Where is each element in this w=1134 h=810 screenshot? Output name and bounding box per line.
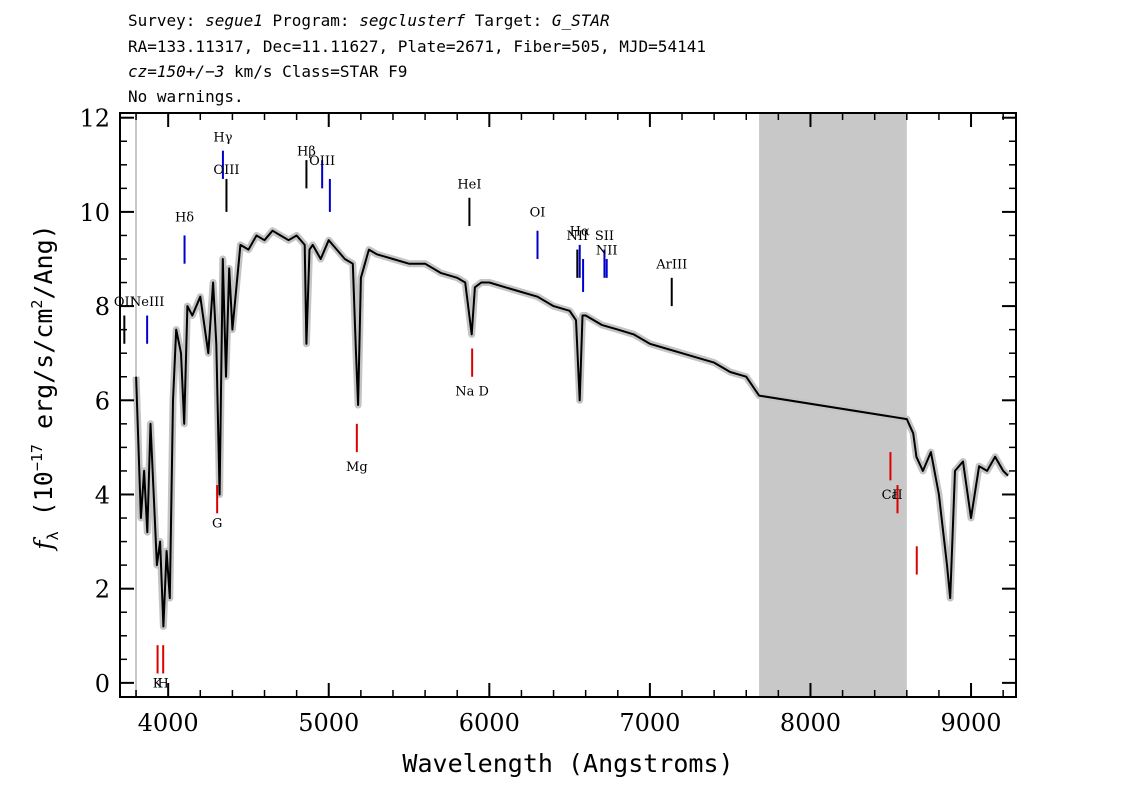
x-tick-label-1: 5000	[298, 709, 359, 737]
survey-value: segue1	[205, 11, 263, 30]
x-tick-label-4: 8000	[780, 709, 841, 737]
line-label-5: G	[212, 516, 222, 531]
line-label-4: Hδ	[175, 210, 194, 225]
line-label-19: NII	[596, 243, 618, 258]
y-axis-exp2: 2	[28, 300, 46, 309]
y-tick-label-4: 8	[95, 293, 110, 321]
target-label: Target:	[465, 11, 552, 30]
line-label-16: Hα	[570, 224, 590, 239]
line-label-20: ArIII	[655, 257, 687, 272]
line-label-12: HeI	[457, 177, 481, 192]
plot-frame	[119, 112, 1017, 698]
y-tick-label-1: 2	[95, 576, 110, 604]
y-axis-f: f	[29, 537, 58, 552]
x-tick-label-3: 7000	[619, 709, 680, 737]
y-axis-title: fλ (10−17 erg/s/cm2/Ang)	[28, 224, 62, 551]
survey-label: Survey:	[128, 11, 206, 30]
x-tick-label-5: 9000	[941, 709, 1002, 737]
class-text: km/s Class=STAR F9	[224, 62, 408, 81]
y-tick-label-2: 4	[95, 481, 110, 509]
header-line-3: cz=150+/−3 km/s Class=STAR F9	[128, 63, 407, 81]
line-label-7: OIII	[213, 163, 239, 178]
line-label-13: Na D	[455, 385, 489, 400]
y-tick-label-0: 0	[95, 670, 110, 698]
line-label-22: II	[892, 488, 902, 503]
program-label: Program:	[262, 11, 360, 30]
axis-ticks-layer: 4000 5000 6000 7000 8000 9000 0 2 4 6 8 10 12	[79, 105, 1016, 737]
spectrum-series-0	[135, 229, 1009, 628]
y-axis-unit2: /Ang)	[29, 224, 58, 299]
line-label-11: Mg	[346, 460, 368, 475]
line-label-3: H	[158, 677, 169, 692]
line-label-8: Hβ	[297, 144, 316, 159]
spectrum-series-layer	[132, 227, 1011, 630]
target-value: G_STAR	[551, 11, 610, 30]
line-label-15: NII	[566, 229, 588, 244]
header-line-4: No warnings.	[128, 87, 244, 106]
line-label-14: OI	[530, 206, 546, 221]
masked-region-layer	[135, 113, 907, 697]
line-label-18: SII	[595, 229, 614, 244]
x-tick-label-2: 6000	[459, 709, 520, 737]
y-axis-lambda: λ	[44, 531, 62, 540]
line-label-9: OIII	[309, 154, 335, 169]
y-tick-label-5: 10	[79, 199, 110, 227]
y-axis-mid: (10	[29, 471, 58, 531]
program-value: segclusterf	[359, 11, 466, 30]
y-axis-exp: −17	[28, 444, 46, 471]
y-tick-label-6: 12	[79, 105, 110, 133]
header-line-1: Survey: segue1 Program: segclusterf Targ…	[128, 12, 610, 30]
line-label-2: K	[153, 677, 163, 692]
line-label-21: Ca	[882, 488, 900, 503]
y-tick-label-3: 6	[95, 387, 110, 415]
header-line-2: RA=133.11317, Dec=11.11627, Plate=2671, …	[128, 37, 706, 56]
x-tick-label-0: 4000	[138, 709, 199, 737]
y-axis-unit1: erg/s/cm	[29, 309, 58, 444]
x-axis-title: Wavelength (Angstroms)	[402, 749, 733, 778]
line-label-1: NeIII	[130, 295, 164, 310]
cz-value: cz=150+/−3	[128, 62, 225, 81]
line-label-6: Hγ	[213, 130, 232, 145]
